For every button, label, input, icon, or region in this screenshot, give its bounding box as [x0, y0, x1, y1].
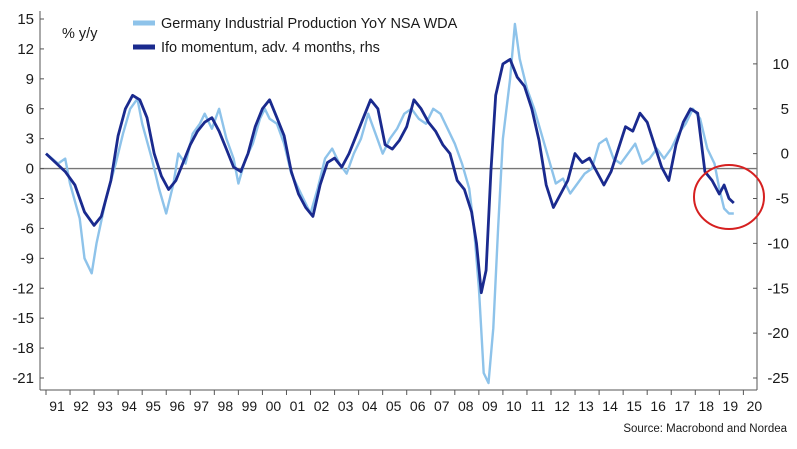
left-tick-label: -21 — [12, 370, 34, 387]
x-tick-label: 94 — [121, 398, 137, 414]
left-axis-ticks: 15 12 9 6 3 0 -3 -6 -9 -12 -15 -18 -21 — [12, 11, 44, 387]
x-tick-label: 91 — [49, 398, 65, 414]
x-tick-label: 15 — [626, 398, 642, 414]
legend-label-ifo: Ifo momentum, adv. 4 months, rhs — [161, 40, 380, 56]
right-tick-label: -10 — [767, 235, 789, 252]
source-note: Source: Macrobond and Nordea — [623, 423, 787, 435]
left-tick-label: -18 — [12, 340, 34, 357]
left-tick-label: -15 — [12, 310, 34, 327]
left-tick-label: 15 — [17, 11, 34, 28]
series-line-industrial-production — [45, 22, 734, 385]
x-tick-label: 99 — [242, 398, 258, 414]
x-tick-label: 98 — [218, 398, 234, 414]
x-tick-label: 92 — [73, 398, 89, 414]
x-tick-label: 10 — [506, 398, 522, 414]
x-tick-label: 05 — [386, 398, 402, 414]
x-tick-label: 12 — [554, 398, 570, 414]
x-tick-label: 97 — [193, 398, 209, 414]
left-tick-label: 0 — [26, 161, 34, 178]
x-tick-label: 93 — [97, 398, 113, 414]
left-tick-label: -9 — [21, 250, 34, 267]
x-tick-label: 17 — [674, 398, 690, 414]
x-tick-label: 00 — [266, 398, 282, 414]
x-axis-ticks: 91 92 93 94 95 96 97 98 99 00 01 02 03 04 05 06 07 08 09 10… — [45, 390, 763, 414]
x-tick-label: 14 — [602, 398, 618, 414]
right-tick-label: -5 — [776, 191, 789, 208]
plot-area — [39, 11, 758, 391]
left-tick-label: -3 — [21, 191, 34, 208]
legend-label-ip: Germany Industrial Production YoY NSA WD… — [161, 16, 458, 32]
x-tick-label: 07 — [434, 398, 450, 414]
x-tick-label: 11 — [531, 398, 546, 414]
left-tick-label: 9 — [26, 71, 34, 88]
highlight-circle — [693, 164, 765, 230]
right-tick-label: -20 — [767, 325, 789, 342]
x-tick-label: 03 — [338, 398, 354, 414]
x-tick-label: 02 — [314, 398, 330, 414]
legend: % y/y Germany Industrial Production YoY … — [62, 16, 458, 56]
left-tick-label: -12 — [12, 280, 34, 297]
x-tick-label: 04 — [362, 398, 378, 414]
series-line-ifo-momentum — [45, 58, 735, 295]
x-tick-label: 09 — [482, 398, 498, 414]
x-tick-label: 20 — [747, 398, 763, 414]
right-tick-label: -15 — [767, 280, 789, 297]
x-tick-label: 01 — [290, 398, 306, 414]
left-tick-label: 12 — [17, 41, 34, 58]
right-tick-label: 5 — [781, 101, 789, 118]
x-tick-label: 19 — [723, 398, 739, 414]
right-tick-label: -25 — [767, 370, 789, 387]
x-tick-label: 08 — [458, 398, 474, 414]
series-layer — [45, 22, 735, 385]
x-tick-label: 06 — [410, 398, 426, 414]
x-tick-label: 95 — [145, 398, 161, 414]
x-tick-label: 13 — [578, 398, 594, 414]
left-tick-label: 6 — [26, 101, 34, 118]
x-tick-label: 96 — [169, 398, 185, 414]
left-tick-label: 3 — [26, 131, 34, 148]
right-tick-label: 10 — [772, 56, 789, 73]
x-tick-label: 18 — [698, 398, 714, 414]
right-tick-label: 0 — [781, 146, 789, 163]
left-tick-label: -6 — [21, 220, 34, 237]
y-unit-label: % y/y — [62, 26, 98, 42]
right-axis-ticks: 10 5 0 -5 -10 -15 -20 -25 — [753, 56, 789, 387]
x-tick-label: 16 — [650, 398, 666, 414]
